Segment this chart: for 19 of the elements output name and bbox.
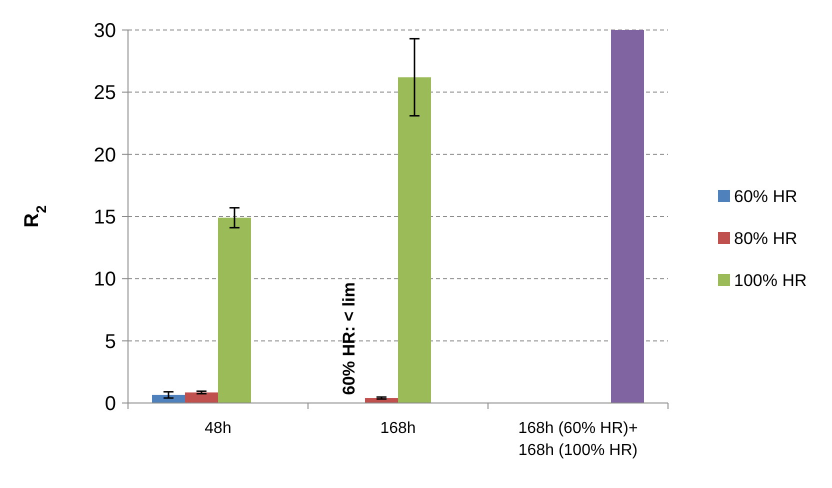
legend-label: 60% HR: [734, 186, 798, 206]
legend-label: 100% HR: [734, 270, 807, 290]
legend-label: 80% HR: [734, 228, 798, 248]
y-tick-label: 0: [104, 393, 116, 415]
y-tick-label: 10: [94, 268, 116, 291]
annotation: 60% HR: < lim: [340, 282, 358, 395]
y-tick-label: 30: [94, 20, 116, 42]
x-tick-label: 168h: [380, 420, 416, 437]
bar: [152, 394, 185, 403]
x-tick-label: 48h: [204, 420, 232, 437]
y-tick-label: 15: [94, 206, 116, 228]
bar: [218, 218, 251, 403]
y-tick-label: 25: [94, 82, 116, 104]
bar: [398, 77, 431, 403]
y-tick-label: 20: [94, 144, 116, 166]
y-tick-label: 5: [104, 330, 116, 353]
x-tick-label: 168h (60% HR)+ 168h (100% HR): [518, 420, 638, 459]
bar: [185, 392, 218, 403]
bar: [611, 30, 644, 403]
